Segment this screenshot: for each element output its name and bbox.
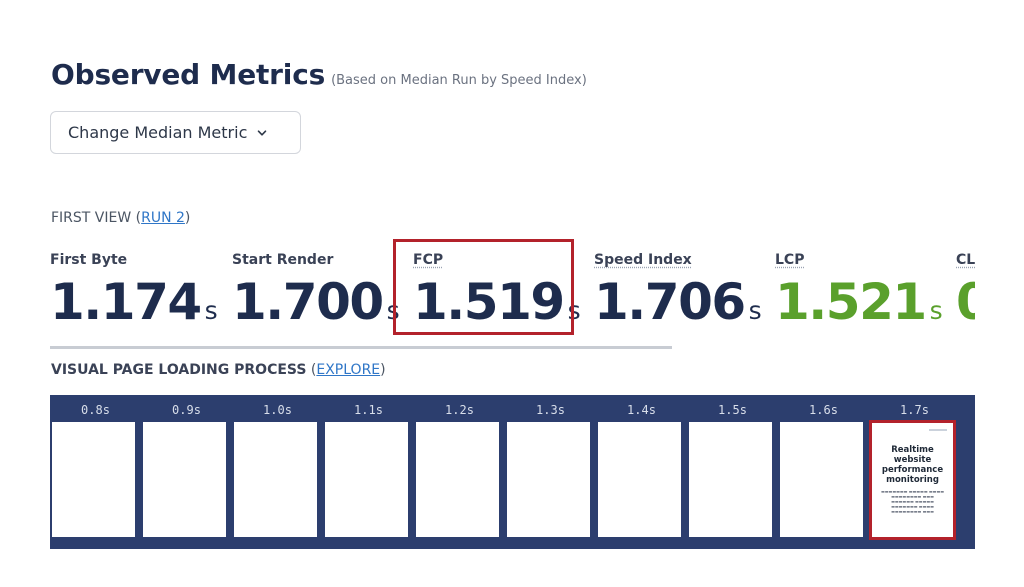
- metric-label[interactable]: FCP: [413, 252, 444, 268]
- chevron-down-icon: [258, 129, 267, 136]
- first-view-close: ): [184, 210, 191, 226]
- filmstrip: 0.8s 0.9s 1.0s 1.1s 1.2s 1.3s 1.4s 1.5s: [50, 395, 975, 549]
- frame-screenshot: [507, 422, 590, 537]
- metric-number: 1.519: [413, 273, 565, 331]
- metric-label: Start Render: [232, 252, 334, 268]
- screenshot-heading: Realtime website performance monitoring: [881, 445, 944, 485]
- metric-first-byte: First Byte 1.174 s: [50, 252, 218, 328]
- frame-time: 1.3s: [536, 403, 565, 417]
- filmstrip-frame[interactable]: 1.2s: [414, 395, 505, 549]
- filmstrip-frame[interactable]: 1.0s: [232, 395, 323, 549]
- frame-time: 1.4s: [627, 403, 656, 417]
- frame-time: 1.6s: [809, 403, 838, 417]
- screenshot-body-text: ▬▬▬▬▬▬▬ ▬▬▬▬▬ ▬▬▬▬ ▬▬▬▬▬▬▬▬ ▬▬▬ ▬▬▬▬▬▬ ▬…: [880, 489, 944, 514]
- page-subtitle: (Based on Median Run by Speed Index): [331, 73, 587, 88]
- page-edge-mask: [975, 0, 1024, 587]
- horizontal-scrollbar[interactable]: [50, 346, 672, 349]
- frame-screenshot: [52, 422, 135, 537]
- metric-unit: s: [748, 296, 762, 325]
- screenshot-nav-bar: [929, 429, 947, 431]
- filmstrip-frame-highlighted[interactable]: 1.7s Realtime website performance monito…: [869, 395, 960, 549]
- frame-time: 1.2s: [445, 403, 474, 417]
- page-title: Observed Metrics: [51, 58, 326, 91]
- metric-value: 1.706 s: [594, 276, 762, 328]
- first-view-heading: FIRST VIEW (RUN 2): [51, 210, 190, 226]
- metric-value: 1.700 s: [232, 276, 400, 328]
- filmstrip-frame[interactable]: 1.3s: [505, 395, 596, 549]
- fcp-highlight-box: [393, 239, 574, 335]
- frame-time: 1.5s: [718, 403, 747, 417]
- metric-number: 1.706: [594, 273, 746, 331]
- change-median-metric-label: Change Median Metric: [68, 123, 248, 142]
- run-2-link[interactable]: RUN 2: [141, 210, 185, 226]
- metric-unit: s: [929, 296, 943, 325]
- frame-screenshot-highlighted: Realtime website performance monitoring …: [869, 420, 956, 540]
- frame-time: 0.9s: [172, 403, 201, 417]
- frame-screenshot: [325, 422, 408, 537]
- filmstrip-frame[interactable]: 1.6s: [778, 395, 869, 549]
- frame-screenshot: [780, 422, 863, 537]
- metric-value: 1.521 s: [775, 276, 943, 328]
- frame-screenshot: [143, 422, 226, 537]
- filmstrip-frame[interactable]: 0.8s: [50, 395, 141, 549]
- metric-lcp: LCP 1.521 s: [775, 252, 943, 328]
- frame-screenshot: [598, 422, 681, 537]
- visual-open: (: [306, 362, 317, 378]
- frame-time: 0.8s: [81, 403, 110, 417]
- metric-unit: s: [204, 296, 218, 325]
- filmstrip-frame[interactable]: 0.9s: [141, 395, 232, 549]
- metric-value: 1.519 s: [413, 276, 581, 328]
- filmstrip-frame[interactable]: 1.1s: [323, 395, 414, 549]
- title-row: Observed Metrics (Based on Median Run by…: [51, 58, 587, 91]
- metric-label[interactable]: LCP: [775, 252, 805, 268]
- visual-loading-label: VISUAL PAGE LOADING PROCESS: [51, 362, 307, 378]
- filmstrip-frame[interactable]: 1.5s: [687, 395, 778, 549]
- metric-value: 1.174 s: [50, 276, 218, 328]
- filmstrip-frame[interactable]: 1.4s: [596, 395, 687, 549]
- explore-link[interactable]: EXPLORE: [316, 362, 381, 378]
- metric-speed-index: Speed Index 1.706 s: [594, 252, 762, 328]
- metric-start-render: Start Render 1.700 s: [232, 252, 400, 328]
- frame-screenshot: [416, 422, 499, 537]
- metric-label[interactable]: CL: [956, 252, 976, 268]
- frame-time: 1.0s: [263, 403, 292, 417]
- frame-time: 1.7s: [900, 403, 929, 417]
- visual-close: ): [380, 362, 386, 378]
- metric-number: 1.521: [775, 273, 927, 331]
- frame-time: 1.1s: [354, 403, 383, 417]
- metric-label: First Byte: [50, 252, 128, 268]
- frame-screenshot: [689, 422, 772, 537]
- frame-screenshot: [234, 422, 317, 537]
- visual-loading-heading: VISUAL PAGE LOADING PROCESS (EXPLORE): [51, 362, 386, 378]
- metric-number: 1.700: [232, 273, 384, 331]
- metric-fcp: FCP 1.519 s: [413, 252, 581, 328]
- metric-unit: s: [567, 296, 581, 325]
- change-median-metric-button[interactable]: Change Median Metric: [50, 111, 301, 154]
- metric-label[interactable]: Speed Index: [594, 252, 692, 268]
- metric-number: 1.174: [50, 273, 202, 331]
- first-view-label: FIRST VIEW (: [51, 210, 142, 226]
